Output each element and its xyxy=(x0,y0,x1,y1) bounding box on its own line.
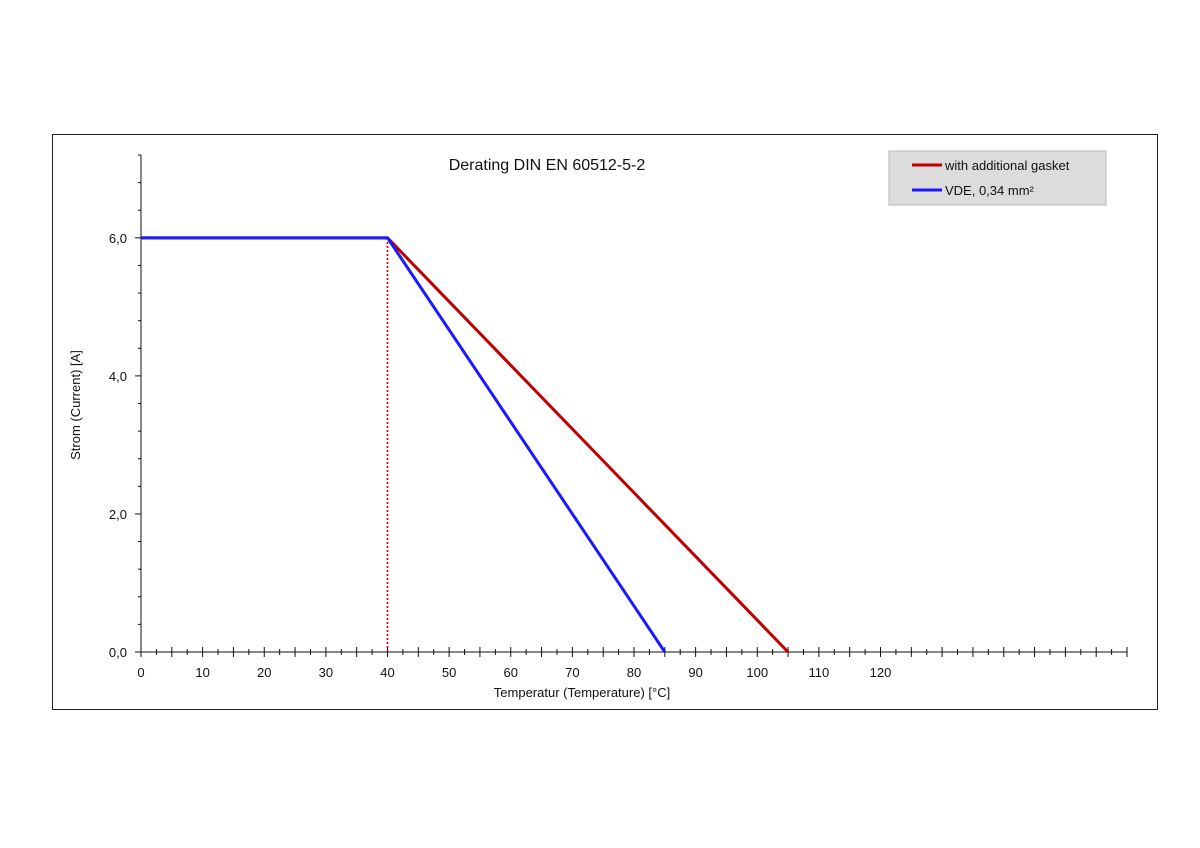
series-line-vde xyxy=(141,236,667,653)
x-tick-label: 110 xyxy=(809,665,830,680)
x-tick-label: 40 xyxy=(380,665,394,680)
legend-label: with additional gasket xyxy=(944,158,1070,173)
x-tick-label: 30 xyxy=(319,665,333,680)
x-tick-label: 60 xyxy=(504,665,518,680)
x-tick-label: 80 xyxy=(627,665,641,680)
legend: with additional gasket VDE, 0,34 mm² xyxy=(888,150,1107,206)
chart-title: Derating DIN EN 60512-5-2 xyxy=(449,157,646,174)
series-group xyxy=(141,236,790,654)
x-tick-label: 100 xyxy=(746,665,768,680)
y-tick-label: 0,0 xyxy=(109,645,127,660)
legend-label: VDE, 0,34 mm² xyxy=(945,183,1035,198)
series-line-gasket xyxy=(141,236,790,654)
y-tick-label: 2,0 xyxy=(109,507,127,522)
legend-box xyxy=(888,150,1107,206)
y-tick-label: 4,0 xyxy=(109,369,127,384)
x-tick-label: 90 xyxy=(688,665,702,680)
chart-frame xyxy=(52,134,1158,710)
x-axis-title: Temperatur (Temperature) [°C] xyxy=(494,685,670,700)
x-tick-label: 70 xyxy=(565,665,579,680)
y-tick-label: 6,0 xyxy=(109,231,127,246)
y-axis-title: Strom (Current) [A] xyxy=(68,350,83,460)
x-tick-label: 0 xyxy=(137,665,144,680)
x-tick-label: 20 xyxy=(257,665,271,680)
x-tick-label: 50 xyxy=(442,665,456,680)
x-tick-label: 120 xyxy=(870,665,892,680)
axes: 0 10 20 30 40 50 60 70 80 90 100 110 120 0,0 2,0 4,0 6,0 xyxy=(109,154,1128,680)
x-tick-label: 10 xyxy=(195,665,209,680)
